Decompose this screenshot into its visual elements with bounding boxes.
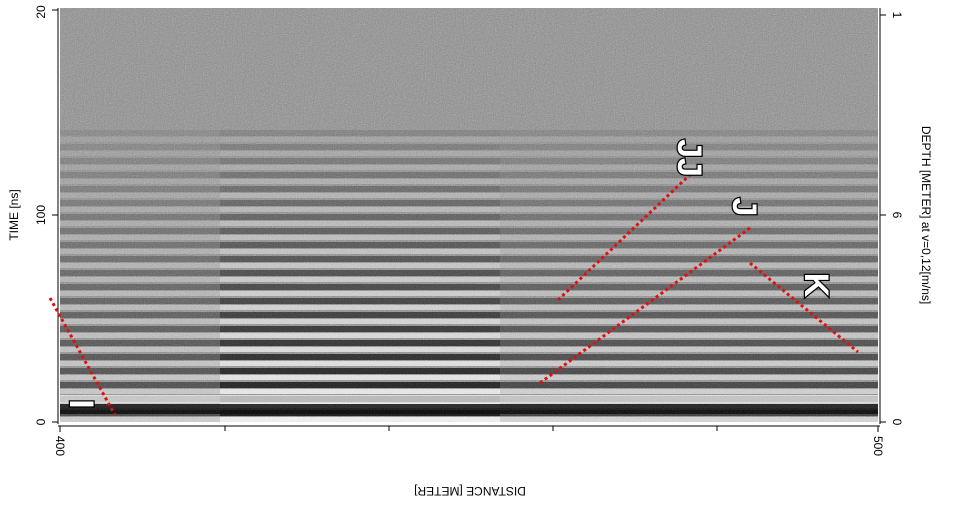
radargram <box>60 8 878 422</box>
interpretation-lines <box>48 166 859 416</box>
depth-tick: 0 <box>890 419 904 426</box>
axes <box>52 8 886 432</box>
time-tick: 100 <box>34 205 48 225</box>
distance-tick: 400 <box>53 436 67 456</box>
depth-axis-label: DEPTH [METER] at v=0,12[m/ns] <box>919 126 933 304</box>
time-tick: 0 <box>34 418 48 425</box>
time-axis-label: TIME [ns] <box>7 189 21 240</box>
depth-tick: 1 <box>890 12 904 19</box>
annotation: JJ <box>670 139 708 177</box>
distance-tick: 500 <box>871 436 885 456</box>
depth-tick: 6 <box>890 212 904 219</box>
distance-axis-label: DISTANCE [METER] <box>414 484 526 498</box>
annotation: I <box>62 399 100 408</box>
annotation: J <box>725 198 763 217</box>
annotation: K <box>797 273 835 298</box>
time-tick: 20 <box>34 5 48 19</box>
